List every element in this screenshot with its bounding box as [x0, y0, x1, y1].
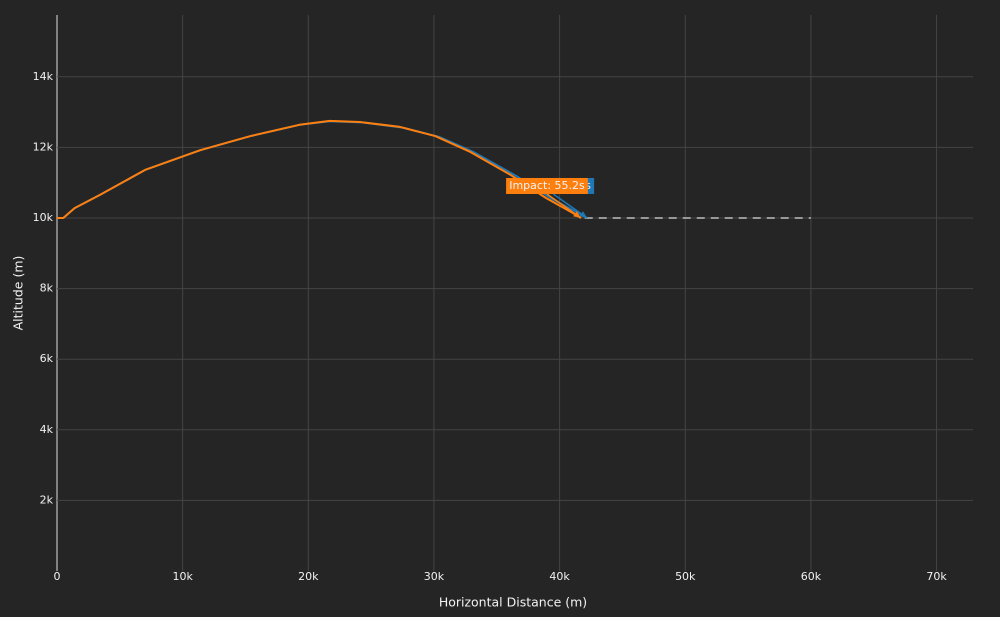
x-tick-label: 30k — [424, 570, 445, 583]
y-axis-title: Altitude (m) — [11, 256, 26, 331]
x-tick-label: 60k — [801, 570, 822, 583]
annotation-text: Impact: 55.2s — [509, 179, 585, 192]
y-tick-label: 10k — [33, 211, 54, 224]
annotation-arrowhead — [579, 211, 588, 218]
x-tick-label: 50k — [675, 570, 696, 583]
y-tick-label: 6k — [40, 352, 54, 365]
y-tick-label: 12k — [33, 140, 54, 153]
x-tick-label: 40k — [549, 570, 570, 583]
y-tick-label: 14k — [33, 70, 54, 83]
x-tick-label: 70k — [926, 570, 947, 583]
x-tick-label: 10k — [172, 570, 193, 583]
annotation-box — [506, 177, 588, 194]
x-tick-label: 0 — [54, 570, 61, 583]
x-axis-title: Horizontal Distance (m) — [439, 595, 587, 610]
x-tick-label: 20k — [298, 570, 319, 583]
annotation-arrowhead — [573, 211, 581, 218]
y-tick-label: 4k — [40, 423, 54, 436]
y-tick-label: 8k — [40, 282, 54, 295]
y-tick-label: 2k — [40, 493, 54, 506]
